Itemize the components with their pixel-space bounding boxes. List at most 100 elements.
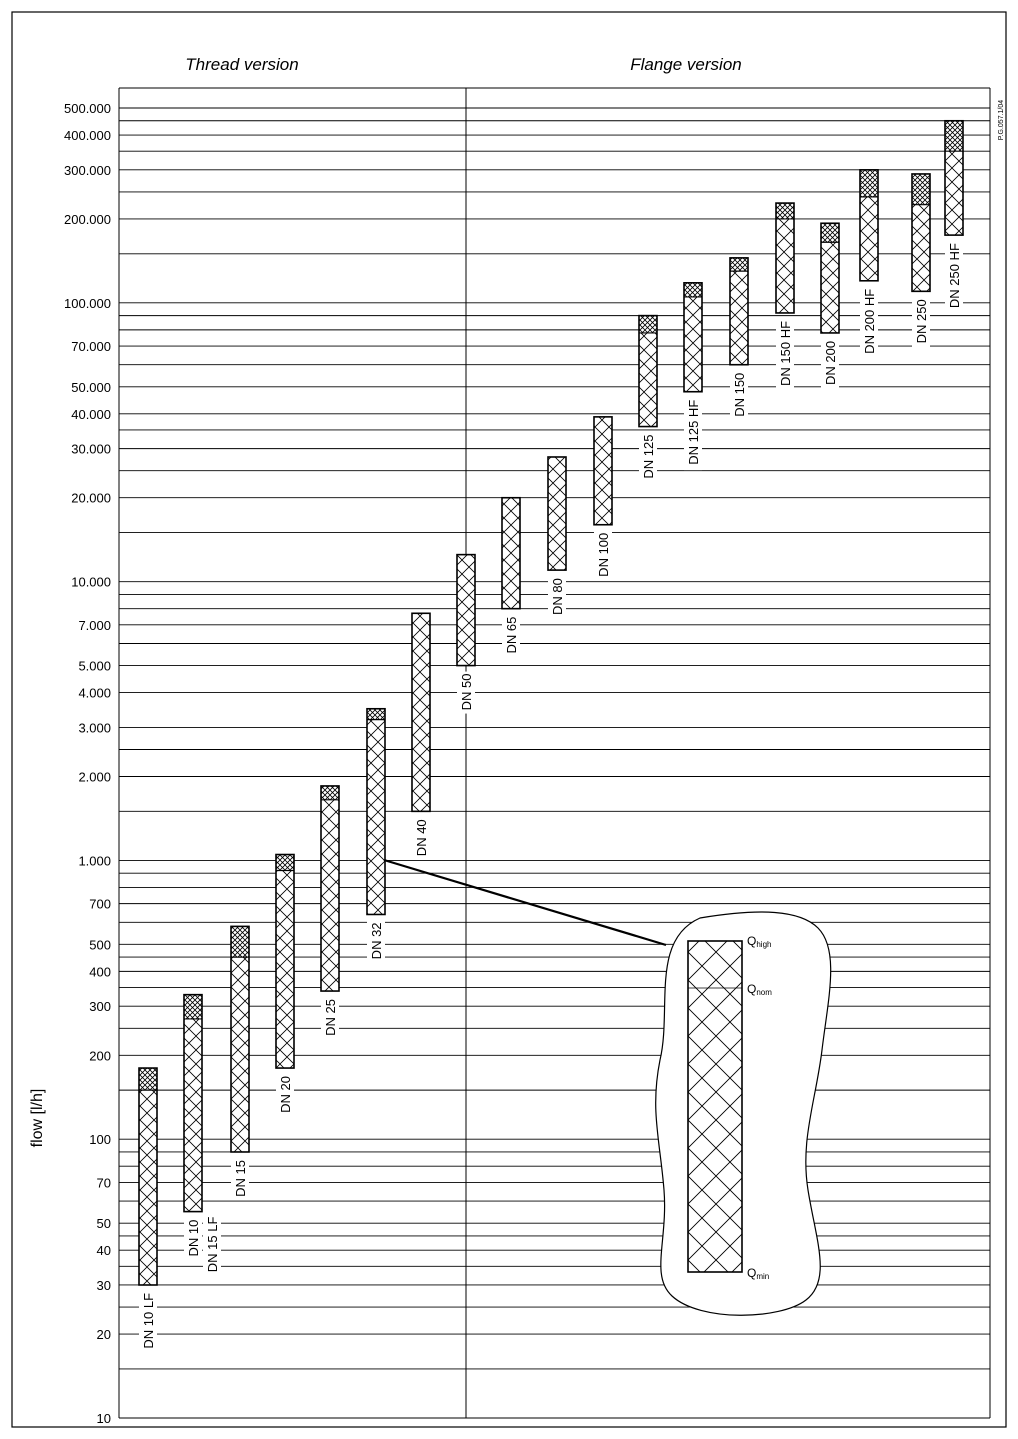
bar-cap — [276, 854, 294, 871]
bar-cap — [639, 315, 657, 333]
y-tick-label: 500 — [89, 937, 111, 952]
y-tick-label: 300.000 — [64, 163, 111, 178]
svg-text:DN 125 HF: DN 125 HF — [686, 400, 701, 465]
bar-outline — [230, 925, 250, 1153]
bar-outline — [275, 853, 295, 1069]
bar-dn-10-lf — [138, 1067, 158, 1286]
svg-text:DN 40: DN 40 — [414, 819, 429, 856]
y-tick-label: 10.000 — [71, 575, 111, 590]
bar-cap — [231, 926, 249, 958]
section-title-flange: Flange version — [630, 55, 742, 74]
svg-text:DN 150: DN 150 — [732, 373, 747, 417]
category-label: DN 10 LF — [139, 1290, 157, 1356]
y-tick-label: 400 — [89, 964, 111, 979]
bar-body — [860, 169, 878, 281]
bar-body — [231, 926, 249, 1152]
inset-bar-outline — [687, 940, 743, 1273]
outer-frame — [11, 11, 1007, 1428]
bar-dn-15 — [230, 925, 250, 1153]
svg-text:DN 100: DN 100 — [596, 533, 611, 577]
bar-cap — [912, 173, 930, 205]
bar-outline — [820, 222, 840, 334]
category-label: DN 250 HF — [945, 241, 963, 314]
bar-dn-125-hf — [683, 282, 703, 393]
bar-cap — [776, 203, 794, 219]
bar-dn-125 — [638, 314, 658, 428]
category-label: DN 20 — [276, 1074, 294, 1117]
bar-body — [502, 497, 520, 609]
bar-cap — [945, 120, 963, 152]
y-tick-label: 100.000 — [64, 296, 111, 311]
y-tick-label: 2.000 — [78, 770, 111, 785]
y-tick-label: 3.000 — [78, 720, 111, 735]
svg-text:DN 200 HF: DN 200 HF — [862, 289, 877, 354]
bar-outline — [320, 785, 340, 992]
category-label: DN 150 HF — [776, 318, 794, 392]
bar-outline — [911, 173, 931, 293]
bar-outline — [366, 707, 386, 916]
bar-dn-20 — [275, 853, 295, 1069]
y-tick-label: 1.000 — [78, 853, 111, 868]
y-tick-label: 70 — [97, 1175, 111, 1190]
y-tick-label: 50 — [97, 1216, 111, 1231]
svg-text:DN 32: DN 32 — [369, 922, 384, 959]
bar-cap — [730, 257, 748, 272]
bar-dn-200-hf — [859, 169, 879, 282]
y-tick-label: 700 — [89, 897, 111, 912]
y-tick-label: 4.000 — [78, 686, 111, 701]
svg-text:DN 250: DN 250 — [914, 299, 929, 343]
bar-dn-200 — [820, 222, 840, 334]
svg-text:DN 10 LF: DN 10 LF — [141, 1293, 156, 1349]
category-label: DN 200 HF — [860, 286, 878, 360]
document-code: P.G.057.1/04 — [998, 100, 1005, 140]
category-label: DN 125 HF — [684, 397, 702, 471]
y-axis-label: flow [l/h] — [29, 1089, 46, 1148]
y-tick-label: 30.000 — [71, 442, 111, 457]
category-label: DN 200 — [821, 338, 839, 389]
bar-dn-10 — [183, 993, 203, 1213]
y-tick-label: 70.000 — [71, 339, 111, 354]
bar-cap — [821, 223, 839, 243]
bar-cap — [139, 1068, 157, 1091]
category-labels: DN 10 LF DN 10 DN 15 DN 20 DN 25 DN 32 DN 40 DN… — [139, 241, 963, 1356]
bar-cap — [184, 994, 202, 1019]
svg-text:DN 200: DN 200 — [823, 341, 838, 385]
inset-pointer-line — [383, 858, 667, 947]
bar-body — [730, 257, 748, 365]
svg-text:DN 150 HF: DN 150 HF — [778, 321, 793, 386]
svg-text:DN 25: DN 25 — [323, 999, 338, 1036]
bar-dn-80 — [547, 456, 567, 571]
y-tick-label: 20 — [97, 1327, 111, 1342]
gridlines — [118, 87, 991, 1419]
y-tick-label: 400.000 — [64, 128, 111, 143]
bar-dn-25 — [320, 785, 340, 992]
bar-cap — [367, 708, 385, 720]
bar-body — [321, 785, 339, 992]
bar-body — [367, 708, 385, 915]
svg-text:DN 50: DN 50 — [459, 674, 474, 711]
y-tick-label: 10 — [97, 1411, 111, 1426]
bar-body — [184, 994, 202, 1212]
svg-text:DN 20: DN 20 — [278, 1076, 293, 1113]
y-tick-label: 5.000 — [78, 659, 111, 674]
bar-dn-150-hf — [775, 202, 795, 314]
category-label: DN 32 — [367, 920, 385, 963]
bar-outline — [547, 456, 567, 571]
category-label: DN 80 — [548, 576, 566, 619]
category-label: DN 40 — [412, 817, 430, 860]
bar-dn-250-hf — [944, 119, 964, 236]
svg-text:DN 15 LF: DN 15 LF — [205, 1217, 220, 1273]
svg-text:DN 10: DN 10 — [186, 1220, 201, 1257]
bar-body — [548, 456, 566, 571]
bar-outline — [593, 416, 613, 526]
bar-outline — [859, 169, 879, 282]
bar-outline — [411, 612, 431, 813]
bar-dn-50 — [456, 553, 476, 667]
bar-outline — [456, 553, 476, 667]
bar-outline — [683, 282, 703, 393]
bar-dn-100 — [593, 416, 613, 526]
bar-body — [139, 1068, 157, 1285]
category-label: DN 15 LF — [203, 1214, 221, 1280]
